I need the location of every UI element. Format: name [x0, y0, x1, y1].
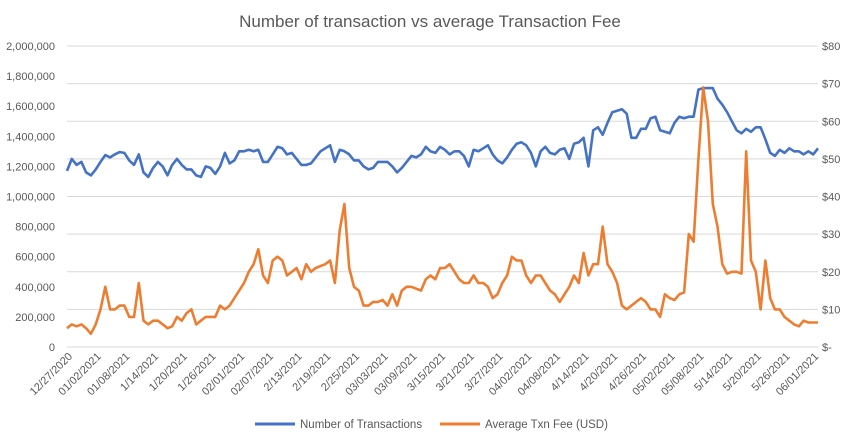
right-axis-tick-label: $40	[822, 192, 840, 204]
left-axis-tick-label: 1,600,000	[6, 101, 55, 113]
legend-label-fee: Average Txn Fee (USD)	[485, 419, 608, 431]
legend: Number of Transactions Average Txn Fee (…	[255, 419, 608, 431]
left-axis-tick-label: 1,200,000	[6, 161, 55, 173]
right-axis-tick-label: $20	[822, 267, 840, 279]
x-axis-labels: 12/27/202001/02/202101/08/20211/14/20211…	[28, 351, 822, 398]
right-axis-tick-label: $-	[822, 342, 832, 354]
right-axis-tick-label: $30	[822, 229, 840, 241]
right-axis-tick-label: $50	[822, 154, 840, 166]
right-axis-tick-label: $10	[822, 304, 840, 316]
left-axis-tick-label: 1,400,000	[6, 131, 55, 143]
series-line-transactions	[65, 86, 820, 179]
left-axis-tick-label: 1,000,000	[6, 192, 55, 204]
left-axis-tick-label: 1,800,000	[6, 71, 55, 83]
series-line-fee	[66, 86, 818, 336]
left-axis-tick-label: 400,000	[15, 282, 55, 294]
right-axis-tick-label: $80	[822, 41, 840, 53]
left-axis-tick-label: 800,000	[15, 222, 55, 234]
right-axis-tick-label: $60	[822, 116, 840, 128]
chart-title: Number of transaction vs average Transac…	[239, 12, 621, 31]
legend-label-transactions: Number of Transactions	[300, 419, 422, 431]
left-axis-tick-label: 2,000,000	[6, 41, 55, 53]
left-axis-tick-label: 600,000	[15, 252, 55, 264]
right-axis-tick-label: $70	[822, 79, 840, 91]
left-axis-tick-label: 200,000	[15, 312, 55, 324]
gridlines	[67, 45, 818, 348]
left-axis-labels: 0 200,000 400,000 600,000 800,000 1,000,000 1,…	[6, 41, 55, 354]
right-axis-labels: $- $10 $20 $30 $40 $50 $60 $70 $80	[822, 41, 840, 354]
series-lines	[65, 86, 820, 336]
left-axis-tick-label: 0	[49, 342, 55, 354]
